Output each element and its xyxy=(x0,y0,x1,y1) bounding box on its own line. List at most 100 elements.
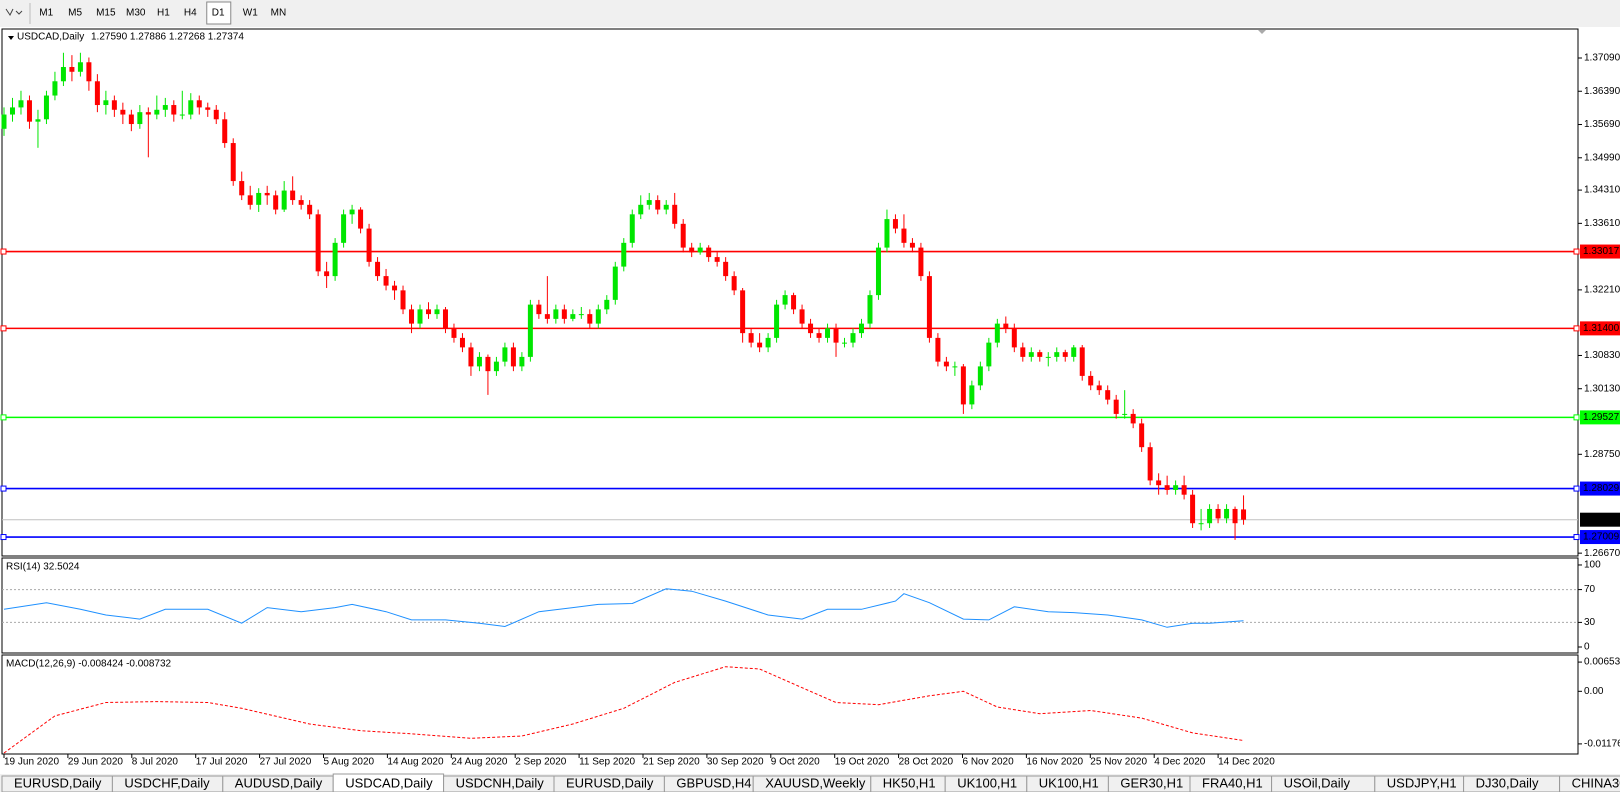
timeframe-button[interactable]: M1 xyxy=(39,8,53,19)
candle-body xyxy=(986,342,992,367)
candle-body xyxy=(994,323,1000,343)
candle-body xyxy=(145,112,151,115)
tab-label: AUDUSD,Daily xyxy=(235,775,323,790)
timeframe-label: D1 xyxy=(212,8,225,19)
symbol-tab[interactable]: EURUSD,Daily xyxy=(553,775,665,792)
candle-body xyxy=(604,299,610,310)
candle-body xyxy=(154,109,160,115)
level-label: 1.27009 xyxy=(1583,532,1620,543)
candle-body xyxy=(587,314,593,324)
x-tick-label: 14 Aug 2020 xyxy=(387,757,444,768)
candle-body xyxy=(909,242,915,248)
candle-body xyxy=(1241,509,1247,520)
candle-body xyxy=(1164,485,1170,490)
symbol-tab[interactable]: AUDUSD,Daily xyxy=(222,775,334,792)
symbol-tab[interactable]: GER30,H1 xyxy=(1107,775,1191,792)
candle-body xyxy=(332,242,338,277)
timeframe-button[interactable]: M15 xyxy=(96,8,116,19)
candle-body xyxy=(1190,494,1196,524)
symbol-tab[interactable]: XAUUSD,Weekly xyxy=(752,775,872,792)
candle-body xyxy=(1130,413,1136,424)
candle-body xyxy=(1,114,7,129)
tab-label: DJ30,Daily xyxy=(1476,775,1539,790)
candle-body xyxy=(298,200,304,205)
x-tick-label: 24 Aug 2020 xyxy=(451,757,508,768)
symbol-tab[interactable]: UK100,H1 xyxy=(944,775,1028,792)
level-label-box xyxy=(1580,481,1620,496)
symbol-tab[interactable]: USOil,Daily xyxy=(1271,775,1376,792)
candle-body xyxy=(544,314,550,319)
symbol-tab[interactable]: USDCNH,Daily xyxy=(443,775,555,792)
timeframe-button[interactable]: M30 xyxy=(126,8,146,19)
candle-body xyxy=(1224,508,1230,519)
symbol-tab[interactable]: CHINA300,H1 xyxy=(1559,775,1620,792)
candle-body xyxy=(222,119,228,144)
level-label: 1.29527 xyxy=(1583,412,1620,423)
ohlc-values: 1.27590 1.27886 1.27268 1.27374 xyxy=(91,32,244,43)
y-tick-label: 1.30830 xyxy=(1584,350,1620,361)
candle-body xyxy=(341,214,347,243)
candle-body xyxy=(808,323,814,334)
candle-body xyxy=(426,309,431,315)
symbol-tab[interactable]: HK50,H1 xyxy=(870,775,946,792)
candle-body xyxy=(9,107,15,115)
timeframe-button[interactable]: H1 xyxy=(157,8,170,19)
timeframe-button[interactable]: H4 xyxy=(184,8,197,19)
level-label-box xyxy=(1580,244,1620,259)
timeframe-button[interactable]: MN xyxy=(271,8,287,19)
symbol-tab[interactable]: GBPUSD,H4 xyxy=(663,775,754,792)
symbol-tab[interactable]: EURUSD,Daily xyxy=(1,775,113,792)
symbol-tab[interactable]: USDJPY,H1 xyxy=(1374,775,1465,792)
candle-body xyxy=(1054,352,1060,357)
symbol-tab[interactable]: FRA40,H1 xyxy=(1189,775,1273,792)
y-tick-label: 1.33610 xyxy=(1584,218,1620,229)
candle-body xyxy=(969,385,975,405)
candle-body xyxy=(1173,485,1179,490)
candle-body xyxy=(510,347,516,367)
candle-body xyxy=(646,200,652,205)
candle-body xyxy=(1028,352,1034,357)
candle-body xyxy=(1062,352,1068,357)
timeframe-button[interactable]: D1 xyxy=(206,1,232,25)
x-tick-label: 19 Jun 2020 xyxy=(4,757,59,768)
candle-body xyxy=(273,195,279,210)
candle-body xyxy=(621,242,627,267)
candle-body xyxy=(485,356,491,372)
y-tick-label: 70 xyxy=(1584,584,1596,595)
candle-body xyxy=(196,100,202,108)
chart-background xyxy=(0,27,1620,759)
symbol-tab[interactable]: USDCAD,Daily xyxy=(332,773,445,792)
candle-body xyxy=(468,347,474,367)
x-tick-label: 30 Sep 2020 xyxy=(707,757,764,768)
tab-label: GER30,H1 xyxy=(1120,775,1183,790)
candle-body xyxy=(1122,413,1128,415)
candle-body xyxy=(1147,447,1153,481)
candle-body xyxy=(816,333,822,338)
y-tick-label: 1.34310 xyxy=(1584,185,1620,196)
candle-body xyxy=(1215,508,1221,519)
candle-body xyxy=(290,190,296,201)
candle-body xyxy=(527,304,533,357)
timeframe-button[interactable]: M5 xyxy=(68,8,82,19)
symbol-tab[interactable]: DJ30,Daily xyxy=(1463,775,1561,792)
candle-body xyxy=(1079,347,1085,376)
timeframe-label: H1 xyxy=(157,8,170,19)
timeframe-label: M5 xyxy=(68,8,82,19)
candle-body xyxy=(188,100,194,115)
indicator-title: RSI(14) 32.5024 xyxy=(6,562,80,573)
candle-body xyxy=(1096,385,1102,391)
candle-body xyxy=(137,112,143,125)
symbol-tab[interactable]: UK100,H1 xyxy=(1026,775,1109,792)
y-tick-label: 1.34990 xyxy=(1584,152,1620,163)
tab-label: EURUSD,Daily xyxy=(14,775,102,790)
candle-body xyxy=(239,181,245,196)
candle-body xyxy=(60,67,66,82)
timeframe-button[interactable]: W1 xyxy=(243,8,258,19)
symbol-tab[interactable]: USDCHF,Daily xyxy=(111,775,224,792)
candle-body xyxy=(774,304,780,338)
level-handle xyxy=(0,325,7,332)
x-tick-label: 19 Oct 2020 xyxy=(835,757,890,768)
level-label-box xyxy=(1580,321,1620,336)
candle-body xyxy=(120,109,126,115)
timeframe-label: H4 xyxy=(184,8,197,19)
